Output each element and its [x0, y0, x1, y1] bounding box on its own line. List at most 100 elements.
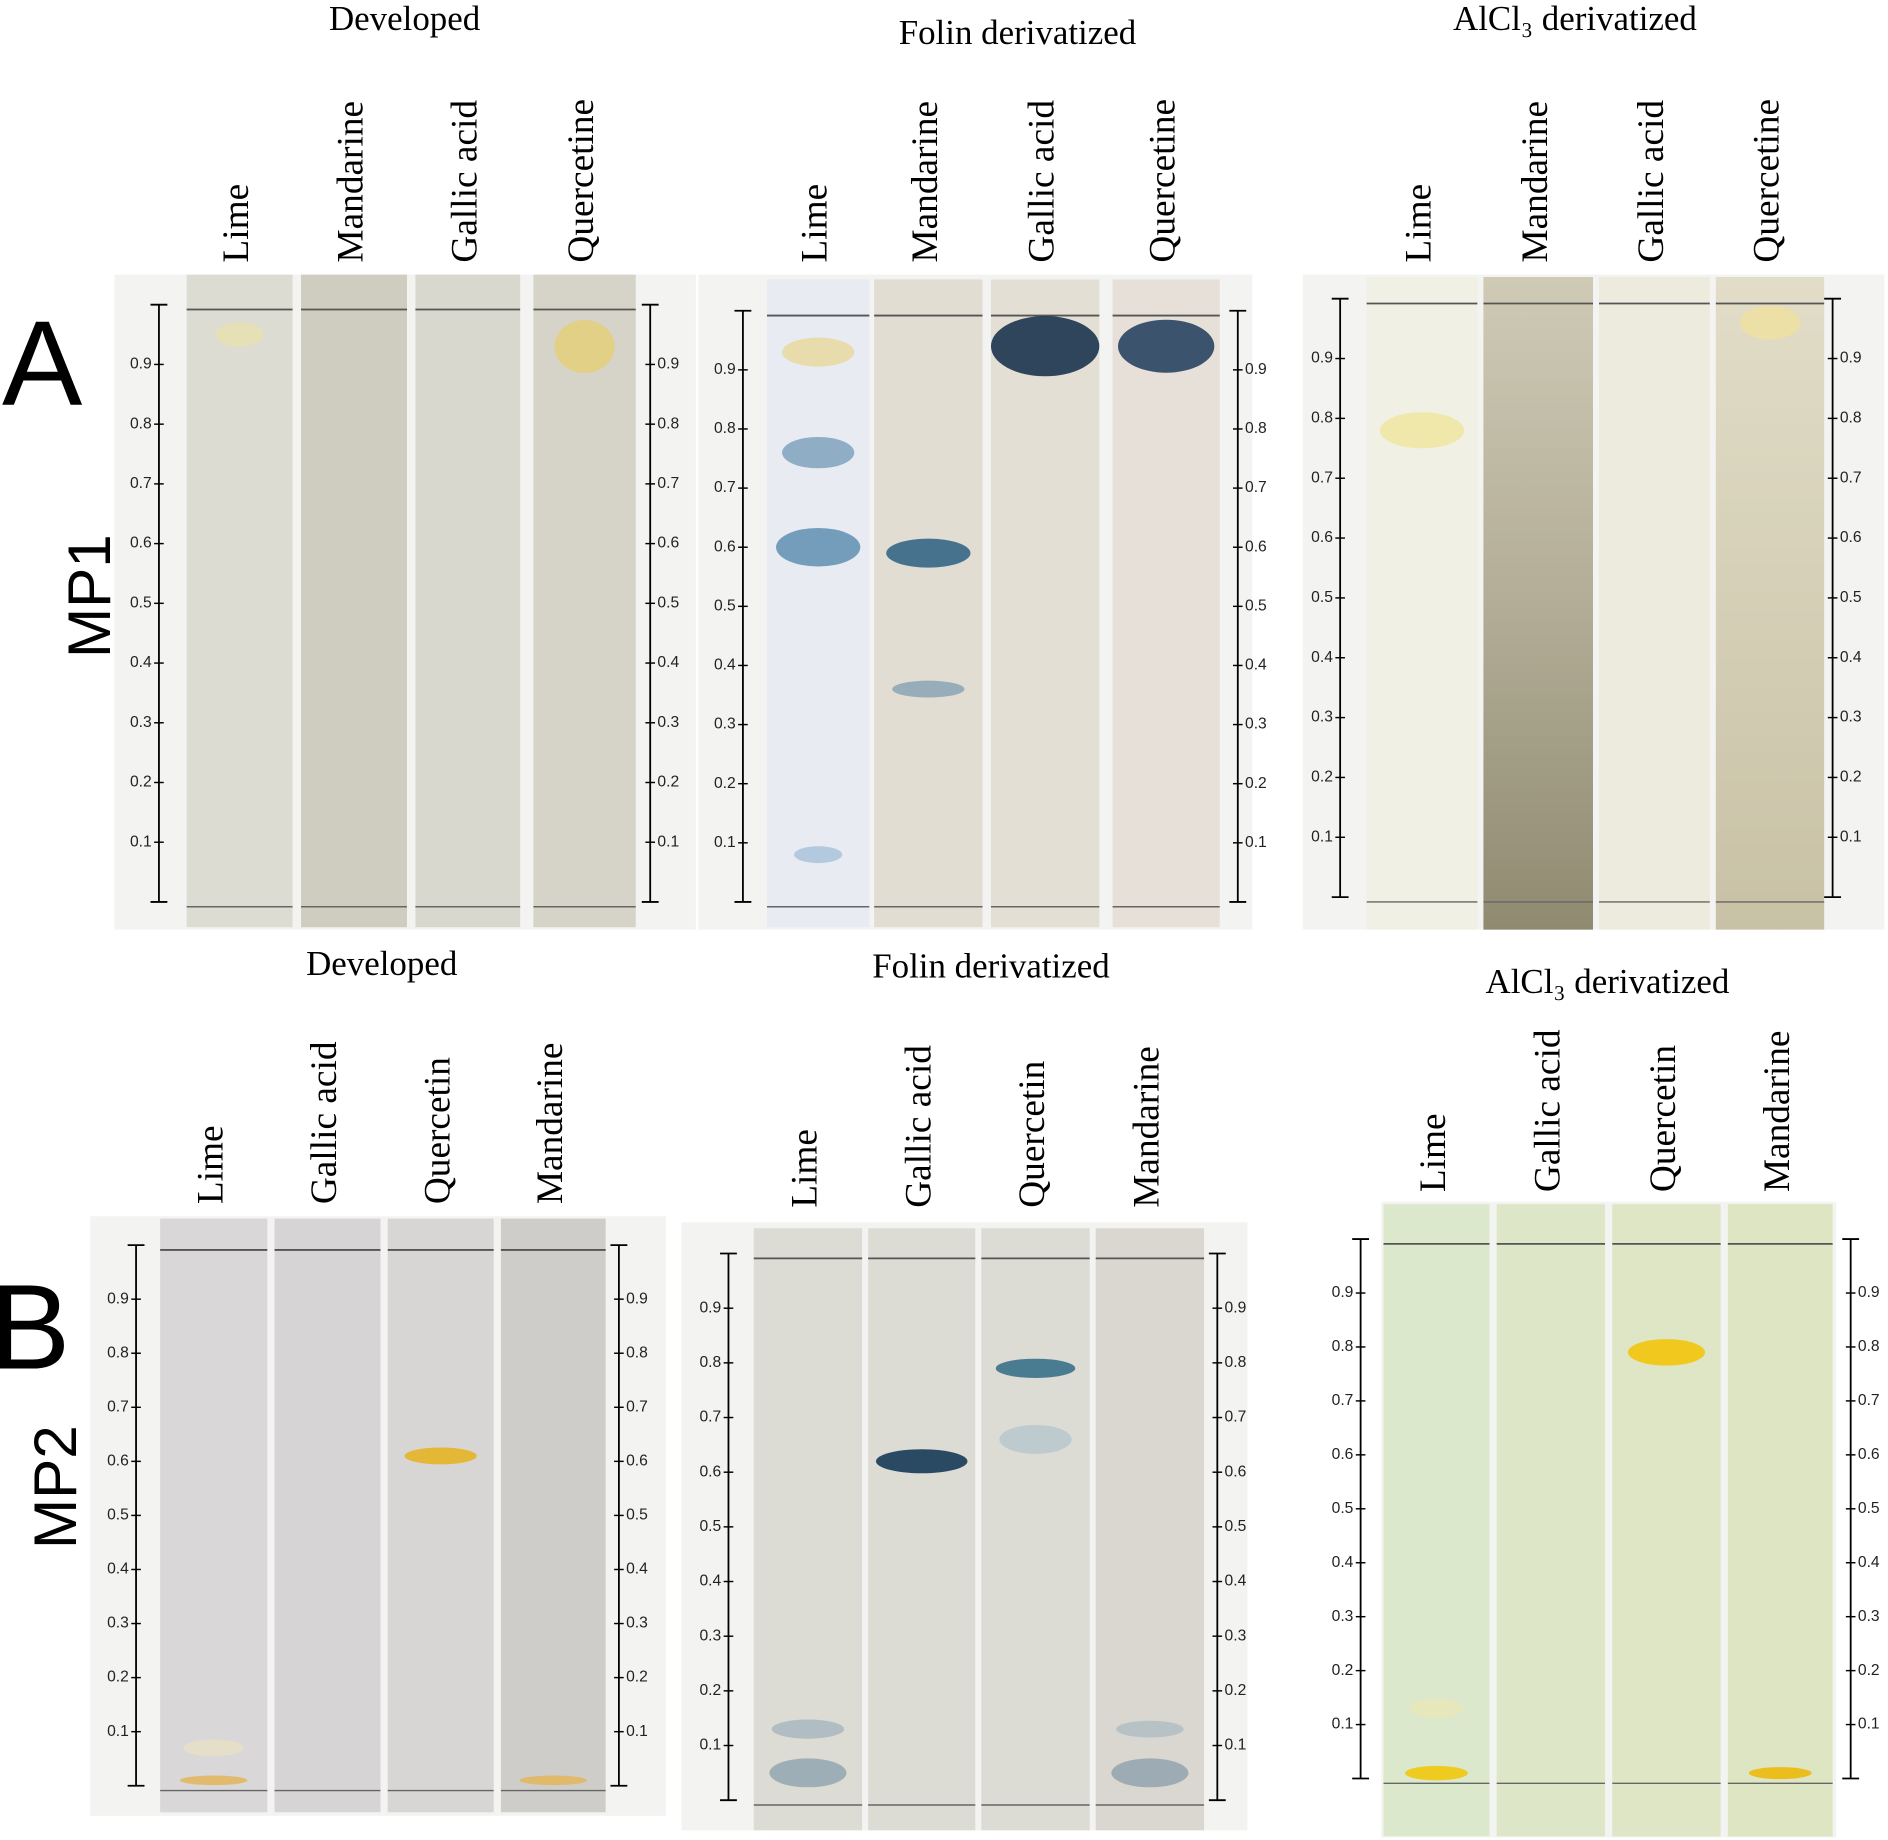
rf-tick-label: 0.6 — [1858, 1446, 1880, 1463]
lane-strip — [767, 279, 870, 928]
rf-tick-label: 0.5 — [657, 594, 679, 611]
lane-strip — [868, 1228, 976, 1831]
spot — [183, 1739, 244, 1757]
rf-tick-label: 0.9 — [1245, 361, 1267, 378]
plate-title: Developed — [329, 0, 481, 38]
rf-tick-label: 0.8 — [1332, 1338, 1354, 1355]
lane-strip — [387, 1218, 494, 1813]
rf-tick-label: 0.7 — [657, 475, 679, 492]
lane-label: Lime — [785, 1129, 826, 1208]
spot — [1627, 1339, 1705, 1366]
lane-label: Lime — [216, 184, 257, 263]
plate-title: AlCl₃ derivatized — [1453, 0, 1697, 38]
rf-tick-label: 0.7 — [1858, 1392, 1880, 1409]
panel-letter: B — [0, 1259, 70, 1394]
rf-tick-label: 0.5 — [1858, 1500, 1880, 1517]
rf-tick-label: 0.3 — [714, 716, 736, 733]
rf-tick-label: 0.3 — [130, 714, 152, 731]
rf-tick-label: 0.2 — [1225, 1682, 1247, 1699]
rf-tick-label: 0.6 — [1332, 1446, 1354, 1463]
rf-tick-label: 0.6 — [1311, 529, 1333, 546]
rf-tick-label: 0.6 — [657, 535, 679, 552]
rf-tick-label: 0.3 — [1840, 709, 1862, 726]
rf-tick-label: 0.7 — [1311, 469, 1333, 486]
lane-strip — [301, 274, 407, 928]
rf-tick-label: 0.9 — [626, 1290, 648, 1307]
rf-tick-label: 0.4 — [626, 1561, 648, 1578]
lane-strip — [274, 1218, 381, 1813]
rf-tick-label: 0.7 — [107, 1398, 129, 1415]
lane-strip — [186, 274, 293, 928]
rf-tick-label: 0.9 — [1311, 350, 1333, 367]
lane-strip — [990, 279, 1100, 928]
rf-tick-label: 0.9 — [1332, 1284, 1354, 1301]
lane-label: Gallic acid — [898, 1045, 939, 1208]
lane-strip — [160, 1218, 268, 1813]
lane-label: Gallic acid — [1527, 1029, 1568, 1192]
rf-tick-label: 0.5 — [1225, 1518, 1247, 1535]
lane-label: Gallic acid — [304, 1041, 345, 1204]
rf-tick-label: 0.1 — [657, 833, 679, 850]
rf-tick-label: 0.3 — [1225, 1627, 1247, 1644]
rf-tick-label: 0.5 — [714, 597, 736, 614]
rf-tick-label: 0.8 — [657, 415, 679, 432]
lane-strip — [1599, 277, 1710, 930]
spot — [995, 1358, 1076, 1378]
lane-strip — [500, 1218, 606, 1813]
lane-label: Lime — [795, 184, 836, 263]
lane-label: Mandarine — [530, 1043, 571, 1205]
rf-tick-label: 0.6 — [130, 535, 152, 552]
rf-tick-label: 0.4 — [699, 1573, 721, 1590]
rf-tick-label: 0.2 — [626, 1669, 648, 1686]
lane-strip — [1496, 1204, 1606, 1837]
lane-label: Gallic acid — [1631, 100, 1672, 263]
rf-tick-label: 0.1 — [626, 1723, 648, 1740]
rf-tick-label: 0.2 — [657, 774, 679, 791]
rf-tick-label: 0.8 — [130, 415, 152, 432]
lane-label: Mandarine — [905, 101, 946, 263]
mobile-phase-label: MP1 — [56, 534, 123, 658]
lane-label: Lime — [1413, 1113, 1454, 1192]
rf-tick-label: 0.4 — [107, 1561, 129, 1578]
rf-tick-label: 0.9 — [699, 1299, 721, 1316]
rf-tick-label: 0.3 — [657, 714, 679, 731]
lane-strip — [1366, 277, 1478, 930]
rf-tick-label: 0.4 — [1311, 649, 1333, 666]
spot — [771, 1719, 845, 1739]
rf-tick-label: 0.8 — [699, 1354, 721, 1371]
rf-tick-label: 0.8 — [1311, 410, 1333, 427]
rf-tick-label: 0.8 — [1225, 1354, 1247, 1371]
lane-strip — [1095, 1228, 1205, 1831]
spot — [999, 1424, 1072, 1454]
rf-tick-label: 0.2 — [130, 774, 152, 791]
rf-tick-label: 0.8 — [1245, 420, 1267, 437]
spot — [404, 1447, 477, 1465]
rf-tick-label: 0.5 — [1245, 597, 1267, 614]
lane-label: Gallic acid — [1022, 100, 1063, 263]
spot — [875, 1449, 968, 1474]
rf-tick-label: 0.8 — [626, 1344, 648, 1361]
spot — [1405, 1765, 1468, 1781]
rf-tick-label: 0.2 — [1858, 1662, 1880, 1679]
rf-tick-label: 0.3 — [699, 1627, 721, 1644]
rf-tick-label: 0.9 — [1225, 1299, 1247, 1316]
spot — [892, 680, 965, 698]
spot — [1111, 1758, 1189, 1788]
spot — [886, 538, 971, 568]
rf-tick-label: 0.5 — [1332, 1500, 1354, 1517]
rf-tick-label: 0.7 — [1225, 1409, 1247, 1426]
lane-strip — [874, 279, 983, 928]
lane-strip — [415, 274, 521, 928]
rf-tick-label: 0.9 — [657, 356, 679, 373]
spot — [1117, 319, 1215, 373]
lane-strip — [1612, 1204, 1721, 1837]
rf-tick-label: 0.5 — [130, 594, 152, 611]
rf-tick-label: 0.7 — [714, 479, 736, 496]
lane-label: Quercetine — [1747, 99, 1788, 263]
rf-tick-label: 0.5 — [699, 1518, 721, 1535]
rf-tick-label: 0.3 — [1245, 716, 1267, 733]
rf-tick-label: 0.2 — [1332, 1662, 1354, 1679]
lane-strip — [1715, 277, 1825, 930]
